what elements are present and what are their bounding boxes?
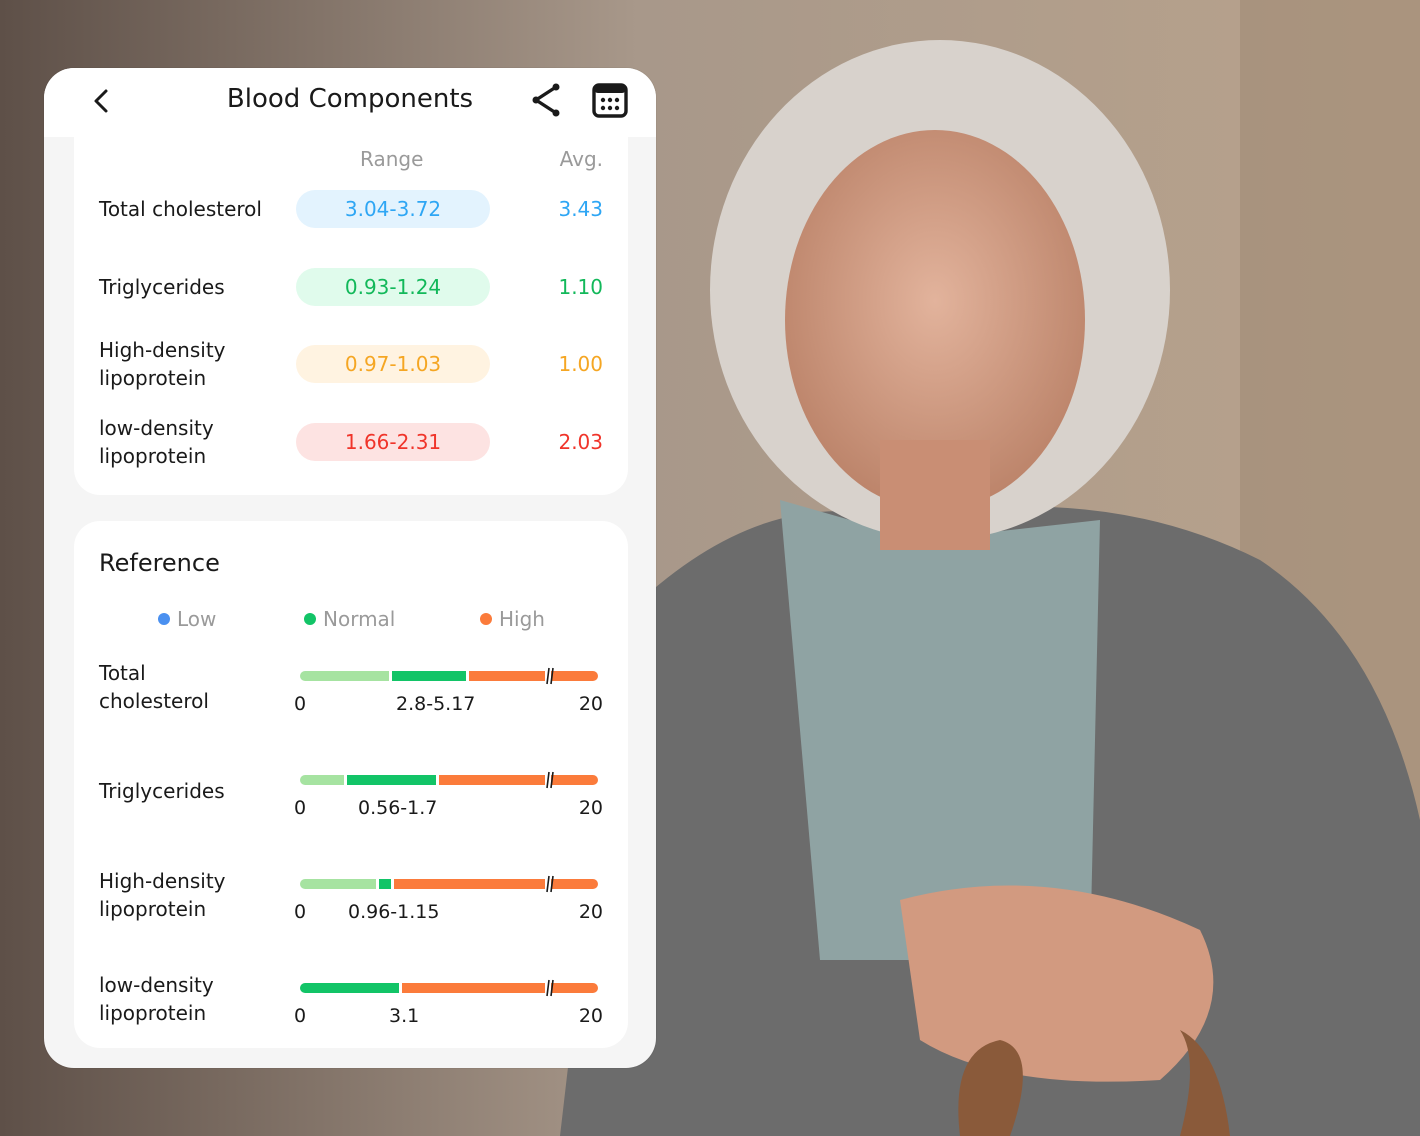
high-segment (469, 671, 598, 681)
range-column-header: Range (360, 147, 424, 171)
min-tick: 0 (294, 797, 307, 819)
max-tick: 20 (578, 693, 603, 715)
high-segment (394, 879, 598, 889)
avg-value: 3.43 (558, 197, 603, 221)
axis-break-icon (545, 667, 554, 685)
normal-segment (300, 983, 399, 993)
component-name: low-density lipoprotein (99, 416, 214, 468)
normal-range-label: 0.96-1.15 (348, 901, 440, 923)
normal-segment (347, 775, 436, 785)
axis-break-icon (545, 979, 554, 997)
component-name: Total cholesterol (99, 197, 262, 221)
summary-row: High-density lipoprotein 0.97-1.03 1.00 (74, 334, 628, 394)
component-name: Triglycerides (99, 779, 225, 803)
range-bar (300, 875, 598, 893)
blood-components-panel: Blood Components Range Avg. Total choles… (44, 68, 656, 1068)
min-tick: 0 (294, 901, 307, 923)
range-bar (300, 771, 598, 789)
summary-row: Triglycerides 0.93-1.24 1.10 (74, 257, 628, 317)
high-dot-icon (480, 613, 492, 625)
normal-dot-icon (304, 613, 316, 625)
reference-row: low-density lipoprotein 0 3.1 20 (74, 971, 628, 1051)
calendar-icon[interactable] (592, 82, 628, 118)
low-segment (300, 879, 376, 889)
range-bar (300, 667, 598, 685)
reference-row: Total cholesterol 0 2.8-5.17 20 (74, 659, 628, 739)
min-tick: 0 (294, 1005, 307, 1027)
max-tick: 20 (578, 797, 603, 819)
max-tick: 20 (578, 901, 603, 923)
component-name: High-density lipoprotein (99, 869, 226, 921)
range-bar (300, 979, 598, 997)
axis-break-icon (545, 875, 554, 893)
max-tick: 20 (578, 1005, 603, 1027)
summary-row: Total cholesterol 3.04-3.72 3.43 (74, 179, 628, 239)
component-name: low-density lipoprotein (99, 973, 214, 1025)
legend-low: Low (158, 607, 216, 631)
low-dot-icon (158, 613, 170, 625)
avg-value: 1.00 (558, 352, 603, 376)
summary-card: Range Avg. Total cholesterol 3.04-3.72 3… (74, 137, 628, 495)
share-icon[interactable] (528, 82, 564, 118)
normal-range-label: 2.8-5.17 (396, 693, 476, 715)
reference-row: High-density lipoprotein 0 0.96-1.15 20 (74, 867, 628, 947)
legend-high: High (480, 607, 545, 631)
normal-range-label: 0.56-1.7 (358, 797, 438, 819)
high-segment (439, 775, 598, 785)
reference-row: Triglycerides 0 0.56-1.7 20 (74, 763, 628, 843)
range-pill: 0.93-1.24 (296, 268, 490, 306)
chevron-left-icon[interactable] (88, 86, 116, 116)
component-name: High-density lipoprotein (99, 338, 226, 390)
header: Blood Components (44, 68, 656, 137)
component-name: Triglycerides (99, 275, 225, 299)
min-tick: 0 (294, 693, 307, 715)
reference-card: Reference Low Normal High Total choleste… (74, 521, 628, 1048)
high-segment (402, 983, 598, 993)
normal-range-label: 3.1 (389, 1005, 420, 1027)
normal-segment (392, 671, 466, 681)
summary-row: low-density lipoprotein 1.66-2.31 2.03 (74, 412, 628, 472)
reference-title: Reference (99, 549, 220, 577)
range-pill: 1.66-2.31 (296, 423, 490, 461)
low-segment (300, 671, 389, 681)
legend-normal: Normal (304, 607, 395, 631)
avg-value: 2.03 (558, 430, 603, 454)
avg-value: 1.10 (558, 275, 603, 299)
axis-break-icon (545, 771, 554, 789)
normal-segment (379, 879, 391, 889)
page-title: Blood Components (226, 84, 474, 114)
range-pill: 3.04-3.72 (296, 190, 490, 228)
component-name: Total cholesterol (99, 661, 209, 713)
range-pill: 0.97-1.03 (296, 345, 490, 383)
avg-column-header: Avg. (559, 147, 603, 171)
low-segment (300, 775, 344, 785)
